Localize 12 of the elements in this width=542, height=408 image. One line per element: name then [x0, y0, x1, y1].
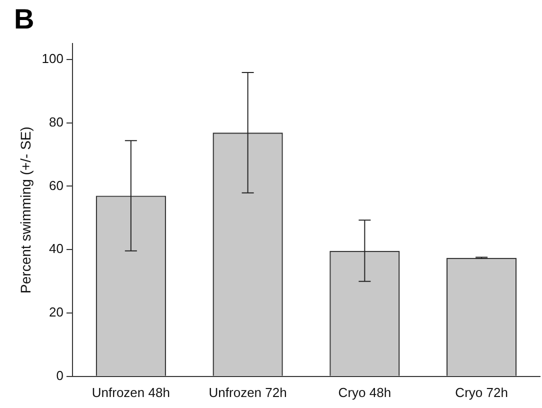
x-tick-label: Cryo 48h — [338, 384, 392, 400]
y-tick-label: 100 — [42, 51, 64, 66]
x-tick-label: Unfrozen 48h — [92, 384, 170, 400]
y-tick-label: 80 — [49, 114, 64, 130]
y-tick-label: 40 — [49, 241, 64, 256]
x-tick-label: Unfrozen 72h — [208, 384, 287, 400]
y-tick-label: 20 — [49, 304, 64, 320]
chart-title: B — [14, 4, 34, 35]
y-axis-title: Percent swimming (+/- SE) — [17, 126, 34, 294]
x-tick-label: Cryo 72h — [455, 384, 508, 400]
y-tick-label: 60 — [49, 178, 64, 193]
y-tick-label: 0 — [56, 368, 64, 383]
